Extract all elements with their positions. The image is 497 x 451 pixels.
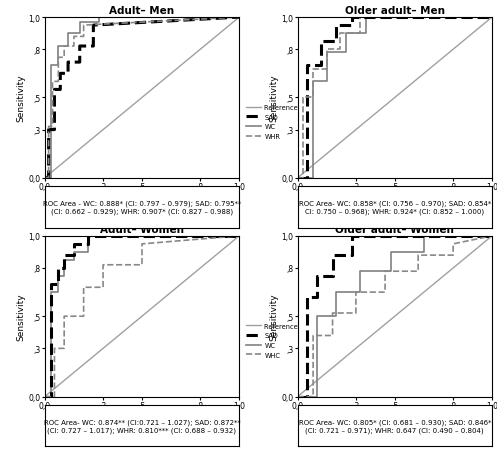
X-axis label: 1 - Specificity: 1 - Specificity xyxy=(364,413,426,422)
Y-axis label: Sensitivity: Sensitivity xyxy=(17,293,26,340)
X-axis label: 1 - Specificity: 1 - Specificity xyxy=(111,413,173,422)
Y-axis label: Sensitivity: Sensitivity xyxy=(269,74,278,122)
Legend: Reference Line, SAD, WC, WHC: Reference Line, SAD, WC, WHC xyxy=(247,323,314,358)
Y-axis label: Sensitivity: Sensitivity xyxy=(17,74,26,122)
Title: Adult– Women: Adult– Women xyxy=(100,224,184,234)
X-axis label: 1 - Specificity: 1 - Specificity xyxy=(364,194,426,203)
X-axis label: 1 - Specificity: 1 - Specificity xyxy=(111,194,173,203)
Legend: Reference Line, SAD, WC, WHR: Reference Line, SAD, WC, WHR xyxy=(247,105,314,140)
Y-axis label: Sensitivity: Sensitivity xyxy=(269,293,278,340)
Text: ROC Area- WC: 0.874** (CI:0.721 – 1.027); SAD: 0.872**
(CI: 0.727 – 1.017); WHR:: ROC Area- WC: 0.874** (CI:0.721 – 1.027)… xyxy=(44,418,241,433)
Title: Adult– Men: Adult– Men xyxy=(109,6,174,16)
Text: ROC Area- WC: 0.858* (CI: 0.756 – 0.970); SAD: 0.854*
CI: 0.750 – 0.968); WHR: 0: ROC Area- WC: 0.858* (CI: 0.756 – 0.970)… xyxy=(299,200,491,215)
Text: ROC Area- WC: 0.805* (CI: 0.681 – 0.930); SAD: 0.846*
(CI: 0.721 – 0.971); WHR: : ROC Area- WC: 0.805* (CI: 0.681 – 0.930)… xyxy=(299,418,491,433)
Text: ROC Area - WC: 0.888* (CI: 0.797 – 0.979); SAD: 0.795**
(CI: 0.662 – 0.929); WHR: ROC Area - WC: 0.888* (CI: 0.797 – 0.979… xyxy=(43,200,241,215)
Title: Older adult– Women: Older adult– Women xyxy=(335,224,454,234)
Title: Older adult– Men: Older adult– Men xyxy=(345,6,445,16)
